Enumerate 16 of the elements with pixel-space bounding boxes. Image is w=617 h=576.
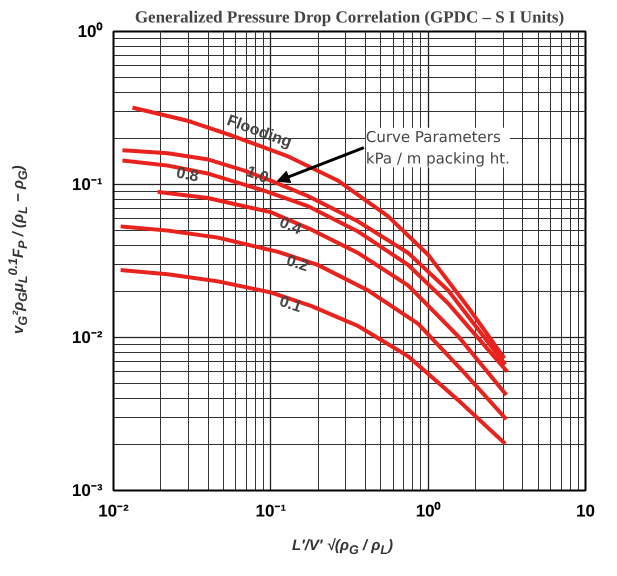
- text: 0.8: [174, 164, 200, 186]
- annotation: Curve Parameters kPa / m packing ht.: [366, 128, 510, 168]
- x-tick-label: 10⁰: [416, 502, 441, 520]
- y-tick-label: 10⁻¹: [72, 175, 103, 194]
- x-tick-label: 10⁻¹: [256, 502, 286, 520]
- y-tick-label: 10⁰: [78, 22, 103, 41]
- y-tick-label: 10⁻²: [72, 328, 103, 347]
- x-tick-label: 10: [576, 502, 595, 520]
- text: 1.0: [244, 163, 271, 187]
- text: 0.4: [276, 214, 304, 238]
- x-tick-label: 10⁻²: [98, 502, 130, 520]
- chart-title: Generalized Pressure Drop Correlation (GPDC – S I Units): [134, 8, 564, 26]
- text: 0.2: [284, 252, 311, 276]
- text: 0.1: [277, 293, 304, 316]
- y-tick-label: 10⁻³: [72, 481, 103, 500]
- x-axis-title: L′/V′ √(ρ$_{G}$ / ρ$_{L}$): [292, 536, 393, 559]
